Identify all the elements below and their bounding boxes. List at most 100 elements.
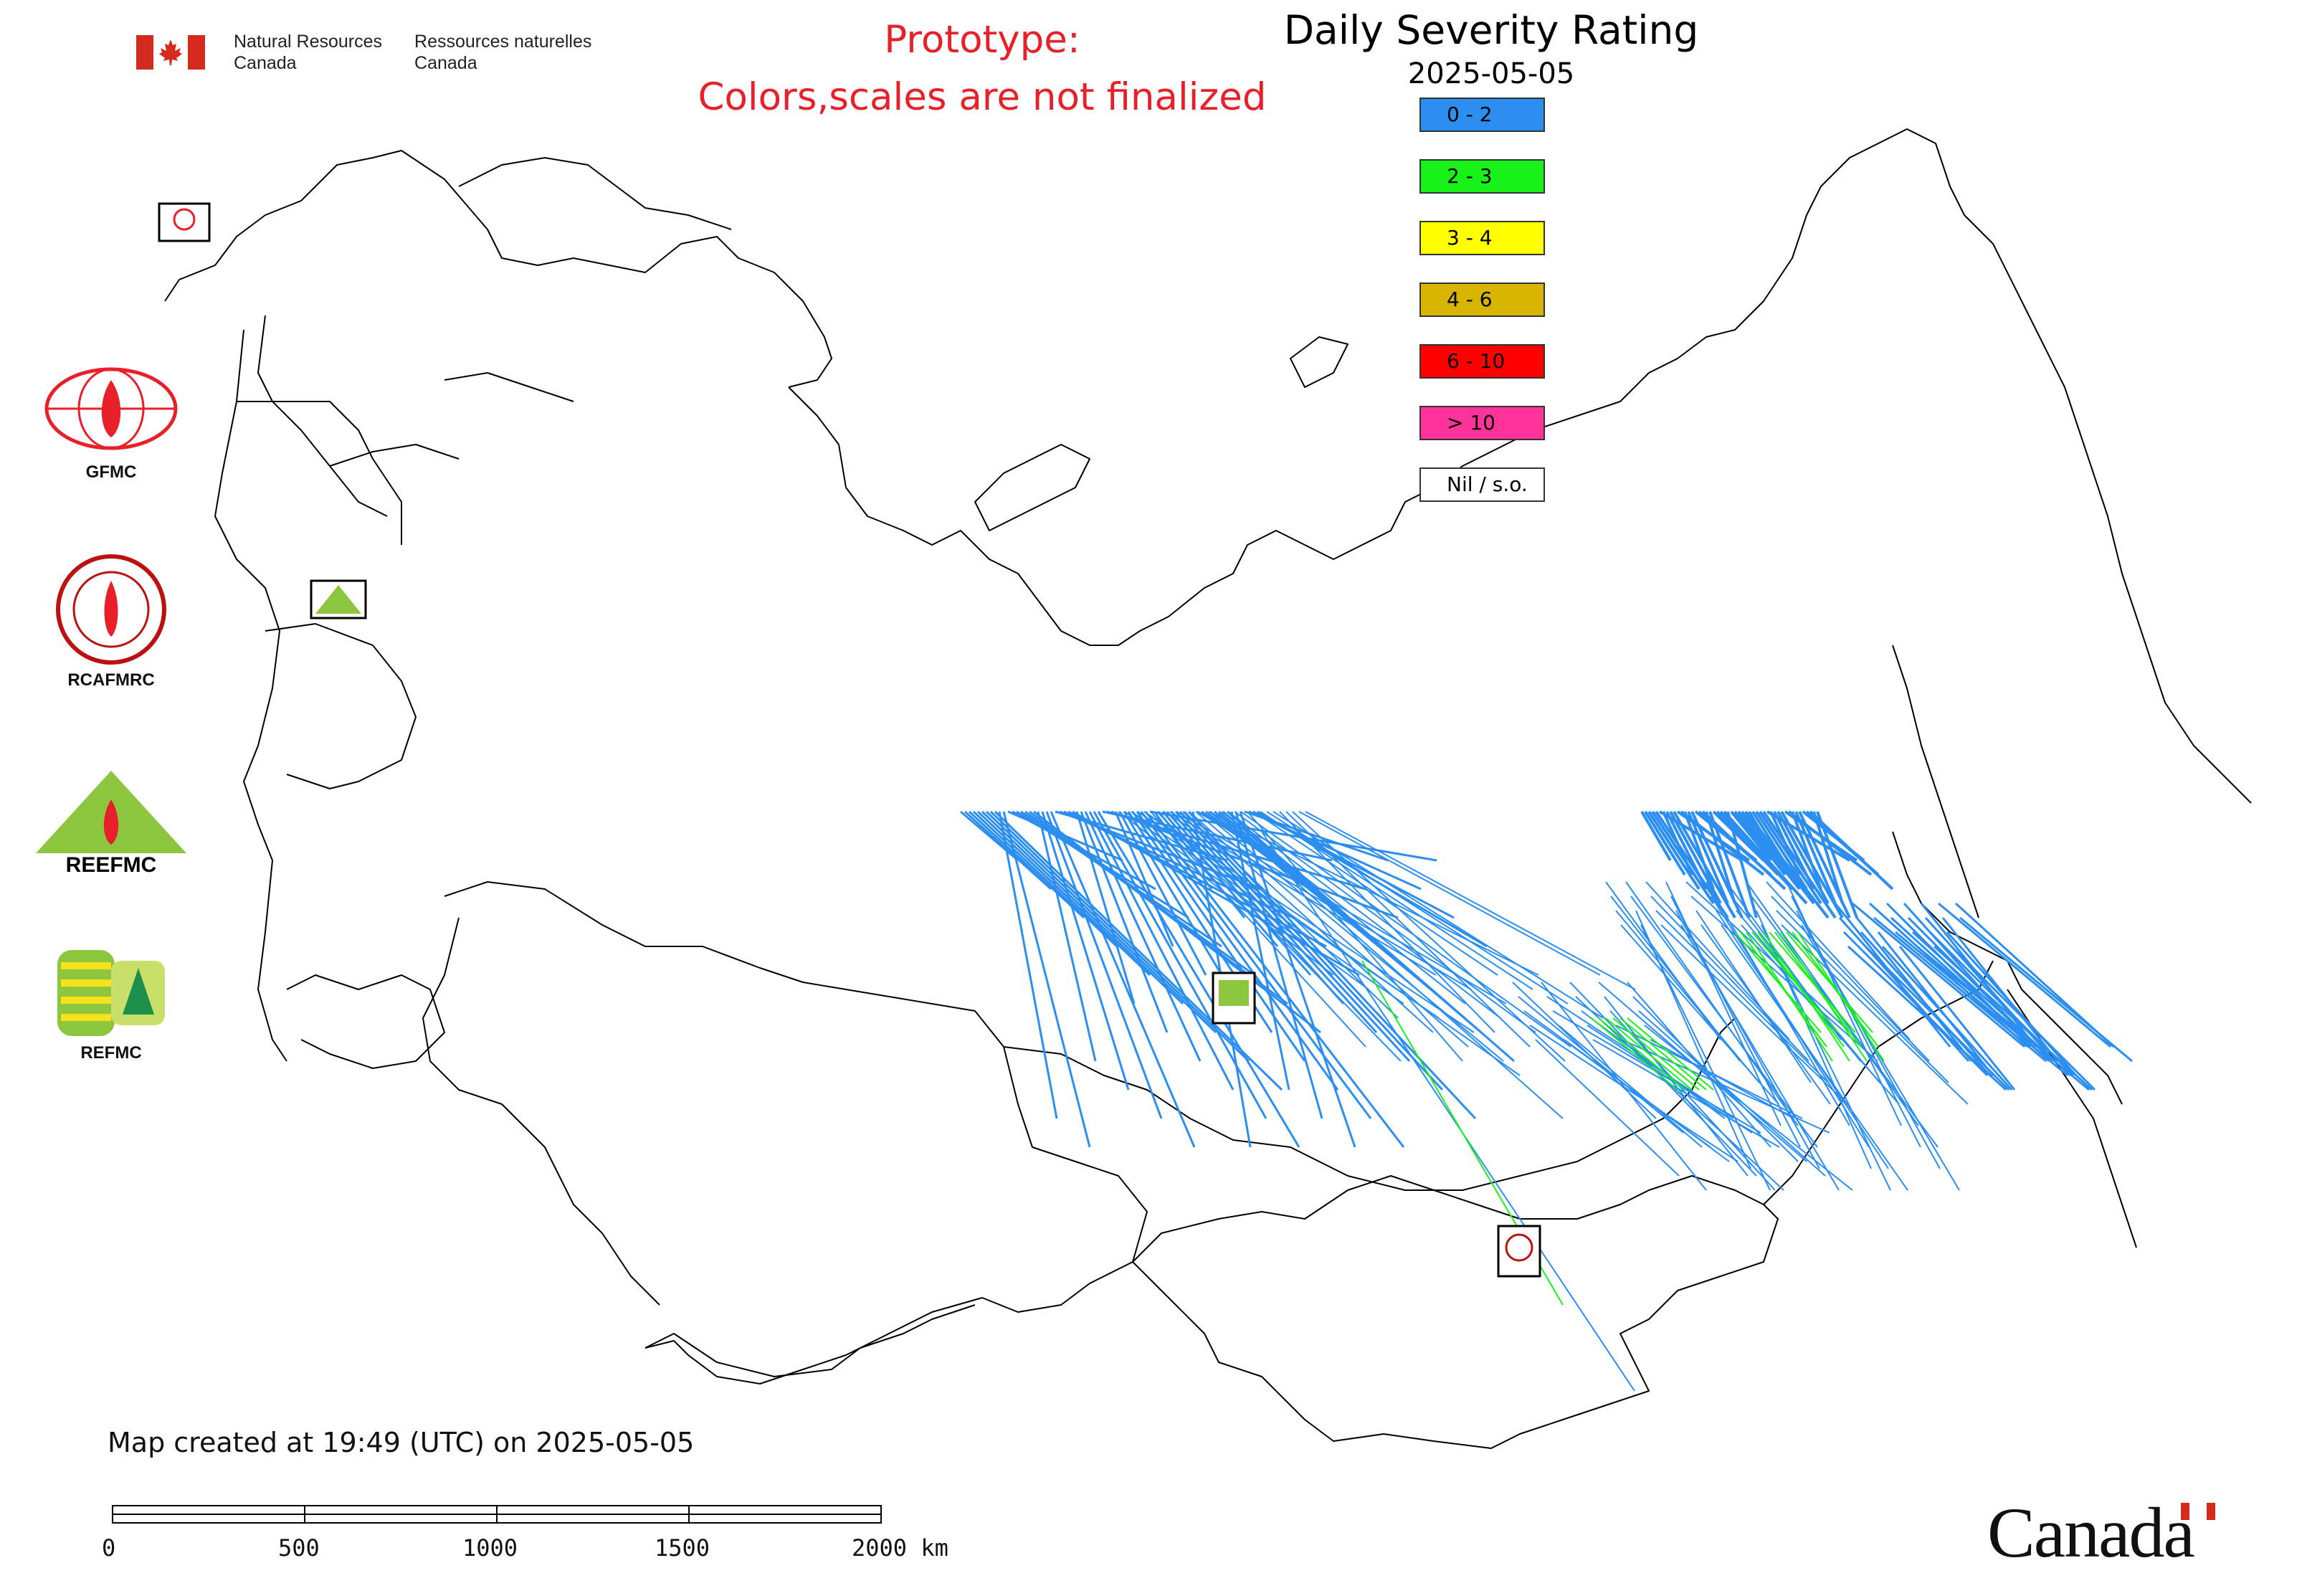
- map-created-text: Map created at 19:49 (UTC) on 2025-05-05: [108, 1427, 695, 1458]
- fire-streak: [1002, 811, 1091, 1148]
- fire-streak: [1791, 896, 1921, 1148]
- fire-streak: [1881, 945, 2013, 1091]
- fire-streak: [1564, 1039, 1730, 1162]
- gfmc-marker-icon: [158, 202, 211, 242]
- fire-streak: [1150, 811, 1366, 1048]
- fire-streak: [1156, 811, 1402, 1062]
- fire-streak: [1080, 811, 1169, 1033]
- scale-label-500: 500: [278, 1534, 320, 1562]
- fire-streak: [1235, 811, 1323, 1119]
- refmc-logo: REFMC: [29, 946, 194, 1063]
- fire-streak: [1621, 1039, 1830, 1134]
- department-name-en: Natural Resources Canada: [234, 32, 383, 73]
- fire-streak: [998, 811, 1058, 1119]
- fire-streak: [1625, 881, 1799, 1126]
- fire-data-layer: [960, 810, 2133, 1392]
- prototype-line-1: Prototype:: [884, 18, 1080, 62]
- legend-item-3: 4 - 6: [1419, 282, 1545, 317]
- fire-streak: [1218, 813, 1564, 1119]
- legend-item-0: 0 - 2: [1419, 98, 1545, 132]
- fire-streak: [1690, 896, 1878, 1062]
- svg-text:REEFMC: REEFMC: [66, 853, 157, 875]
- internal-line-3: [444, 372, 574, 402]
- fire-streak: [1084, 811, 1202, 1062]
- fire-streak: [1144, 811, 1405, 1148]
- fire-streak: [1959, 916, 2133, 1063]
- fire-streak: [1273, 811, 1604, 1019]
- fire-streak: [960, 810, 1019, 862]
- fire-streak: [1114, 811, 1174, 947]
- fire-streak: [1895, 931, 2068, 1077]
- fire-streak: [1650, 1039, 1794, 1119]
- gfmc-caption: GFMC: [85, 462, 137, 482]
- fire-streak: [1801, 924, 1960, 1191]
- fire-streak: [985, 810, 1217, 1034]
- fire-streak: [1655, 910, 1829, 1083]
- mongolia-outline: [1132, 1175, 1779, 1449]
- arctic-coast: [788, 128, 2022, 646]
- fire-streak: [1644, 1025, 1853, 1191]
- gfmc-globe-icon: [44, 367, 178, 450]
- fire-streak: [1234, 811, 1536, 1033]
- legend-item-5: > 10: [1419, 406, 1545, 440]
- fire-streak: [1644, 810, 1686, 876]
- fire-streak: [1202, 811, 1504, 1062]
- fire-streak: [989, 810, 1250, 1063]
- legend-item-2: 3 - 4: [1419, 221, 1545, 255]
- gfmc-logo: GFMC: [29, 358, 194, 483]
- rcafmrc-caption: RCAFMRC: [67, 670, 155, 690]
- fire-streak: [1183, 810, 1444, 1091]
- fire-streak: [968, 810, 1085, 919]
- fire-streak: [1730, 810, 1772, 862]
- department-name-fr: Ressources naturelles Canada: [414, 32, 592, 73]
- fire-streak: [1763, 931, 1850, 1062]
- fire-streak: [1227, 811, 1501, 1019]
- fire-streak: [1675, 910, 1820, 1169]
- fire-streak: [1655, 810, 1729, 919]
- fire-streak: [1797, 931, 1885, 1062]
- fire-streak: [976, 810, 1151, 977]
- fire-streak: [1860, 931, 1992, 1077]
- fire-streak: [1253, 811, 1498, 976]
- fire-streak: [1298, 811, 1601, 976]
- fire-streak: [1751, 810, 1794, 876]
- fire-streak: [1741, 810, 1815, 905]
- fire-streak: [1873, 916, 2047, 1063]
- legend-item-4: 6 - 10: [1419, 344, 1545, 379]
- fire-streak: [1774, 931, 1862, 1048]
- fire-streak: [1189, 811, 1434, 1033]
- fire-streak: [1591, 1017, 1678, 1091]
- reefmc-logo: REEFMC: [29, 767, 194, 878]
- baltic-outline: [257, 315, 388, 517]
- fire-streak: [1261, 831, 1635, 1392]
- okhotsk-coast: [1892, 831, 2123, 1105]
- canada-flag-icon: [136, 35, 205, 70]
- fire-streak: [1792, 931, 1879, 1048]
- prototype-line-2: Colors,scales are not finalized: [698, 75, 1267, 119]
- fire-streak: [1609, 1010, 1776, 1191]
- fire-streak: [1605, 1017, 1693, 1091]
- government-wordmark: Natural Resources Canada Ressources natu…: [136, 27, 591, 77]
- fire-streak: [994, 810, 1283, 1091]
- fire-streak: [1916, 945, 2090, 1091]
- fire-streak: [1748, 810, 1779, 862]
- scale-label-0: 0: [102, 1534, 116, 1562]
- country-borders: [164, 128, 2252, 1449]
- fire-streak: [1680, 924, 1840, 1191]
- fire-streak: [1938, 902, 2111, 1048]
- scandinavia-outline: [164, 150, 832, 388]
- legend-item-1: 2 - 3: [1419, 159, 1545, 194]
- sakhalin-outline: [1892, 645, 1979, 918]
- caspian-outline: [422, 917, 660, 1306]
- fire-streak: [1933, 945, 2093, 1091]
- fire-streak: [1746, 881, 1919, 1126]
- fire-streak: [1946, 931, 2078, 1077]
- fire-streak: [1140, 811, 1372, 1119]
- maple-leaf-icon: [159, 39, 182, 65]
- fire-streak: [1161, 811, 1279, 947]
- fire-streak: [1726, 811, 1758, 918]
- fire-streak: [1762, 810, 1837, 919]
- scale-label-1000: 1000: [462, 1534, 518, 1562]
- fire-streak: [1683, 811, 1715, 890]
- fire-streak: [1285, 811, 1531, 1048]
